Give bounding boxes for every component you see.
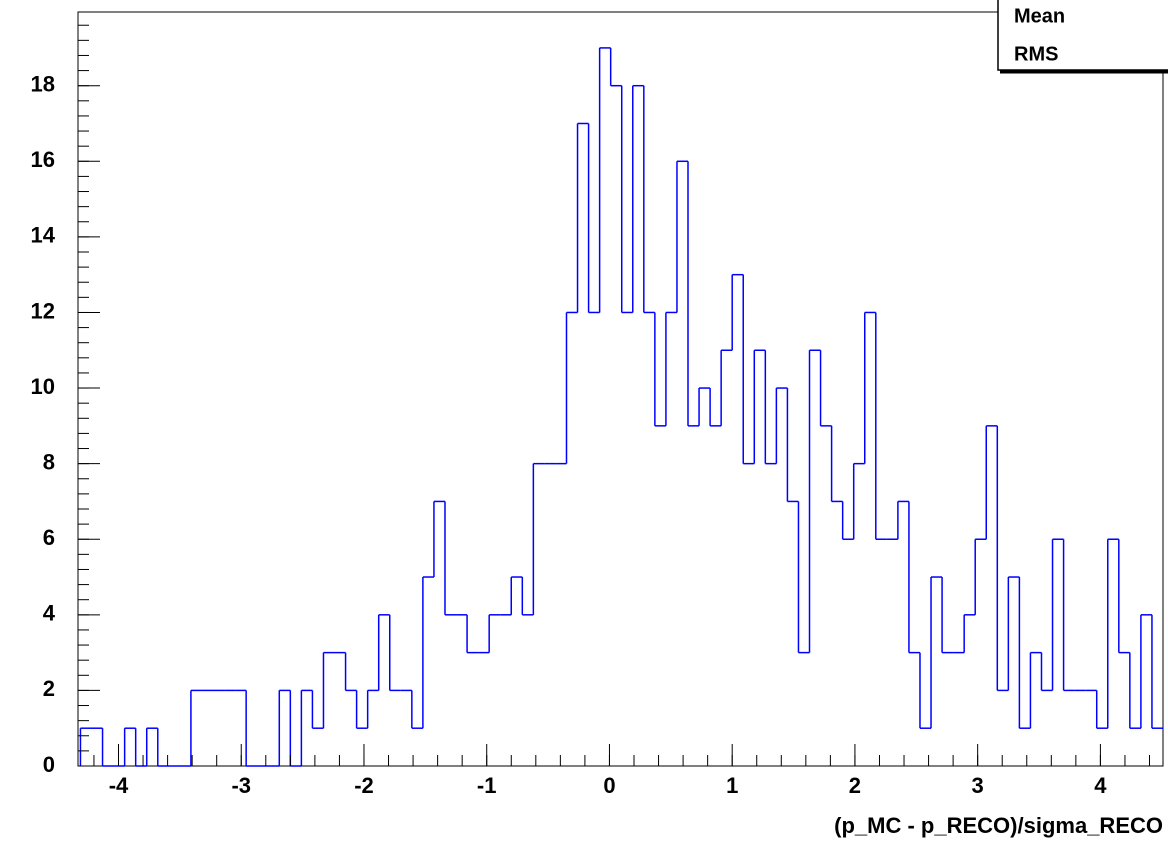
stats-label: Mean	[1014, 5, 1065, 27]
y-tick-label: 8	[43, 449, 55, 474]
y-tick-label: 4	[43, 601, 56, 626]
x-tick-label: -3	[231, 773, 251, 798]
y-tick-label: 18	[31, 72, 55, 97]
y-tick-label: 0	[43, 752, 55, 777]
frame	[77, 11, 1164, 767]
stats-box	[997, 0, 1168, 71]
y-tick-label: 6	[43, 525, 55, 550]
y-tick-label: 14	[31, 223, 56, 248]
x-tick-label: 1	[726, 773, 738, 798]
x-tick-label: -2	[354, 773, 374, 798]
y-tick-label: 12	[31, 298, 55, 323]
x-tick-label: 4	[1094, 773, 1107, 798]
x-tick-label: 0	[603, 773, 615, 798]
x-tick-label: -1	[477, 773, 497, 798]
stats-label: RMS	[1014, 43, 1058, 65]
x-tick-label: 3	[972, 773, 984, 798]
y-tick-label: 10	[31, 374, 55, 399]
x-tick-label: 2	[849, 773, 861, 798]
y-tick-label: 2	[43, 676, 55, 701]
y-tick-label: 16	[31, 147, 55, 172]
x-axis-title: (p_MC - p_RECO)/sigma_RECO	[834, 813, 1163, 838]
x-tick-label: -4	[109, 773, 129, 798]
